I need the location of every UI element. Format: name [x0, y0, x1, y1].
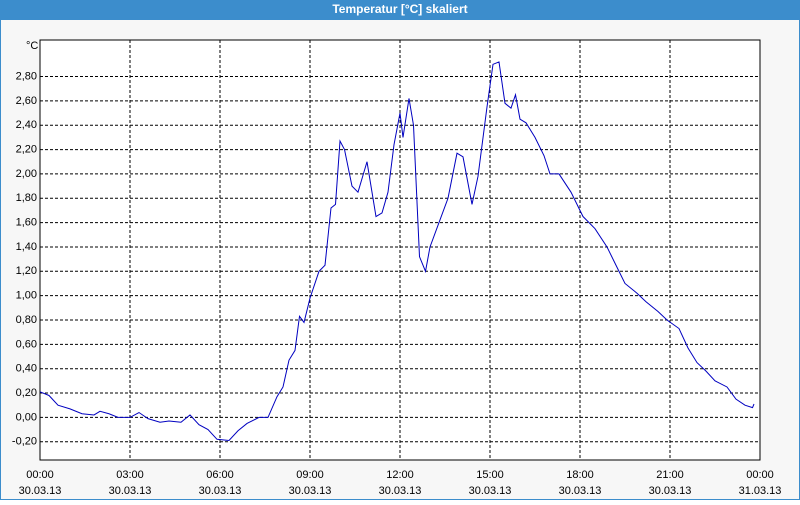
- y-tick-label: 2,60: [16, 95, 37, 107]
- x-tick-date: 30.03.13: [649, 485, 692, 497]
- y-tick-label: 0,60: [16, 338, 37, 350]
- title-bar: [0, 0, 800, 20]
- y-tick-label: 0,20: [16, 387, 37, 399]
- x-tick-label: 12:00: [386, 469, 414, 481]
- x-tick-label: 06:00: [206, 469, 234, 481]
- y-tick-label: 1,00: [16, 290, 37, 302]
- x-tick-label: 00:00: [746, 469, 774, 481]
- x-tick-label: 00:00: [26, 469, 54, 481]
- y-tick-label: 0,40: [16, 363, 37, 375]
- y-tick-label: 2,80: [16, 70, 37, 82]
- x-tick-date: 30.03.13: [469, 485, 512, 497]
- y-tick-label: -0,20: [12, 436, 37, 448]
- y-tick-label: 1,60: [16, 217, 37, 229]
- y-tick-label: 2,00: [16, 168, 37, 180]
- y-tick-label: 0,00: [16, 411, 37, 423]
- x-tick-date: 30.03.13: [289, 485, 332, 497]
- x-tick-label: 21:00: [656, 469, 684, 481]
- x-tick-date: 30.03.13: [19, 485, 62, 497]
- x-tick-date: 30.03.13: [199, 485, 242, 497]
- y-tick-label: 1,40: [16, 241, 37, 253]
- x-tick-label: 15:00: [476, 469, 504, 481]
- x-tick-date: 30.03.13: [109, 485, 152, 497]
- x-tick-date: 31.03.13: [739, 485, 782, 497]
- x-tick-date: 30.03.13: [379, 485, 422, 497]
- y-tick-label: 2,20: [16, 143, 37, 155]
- y-tick-label: 1,20: [16, 265, 37, 277]
- x-tick-label: 18:00: [566, 469, 594, 481]
- y-tick-label: 0,80: [16, 314, 37, 326]
- data-line: [39, 61, 755, 442]
- chart-title: Temperatur [°C] skaliert: [332, 2, 467, 16]
- x-tick-label: 09:00: [296, 469, 324, 481]
- y-tick-label: 2,40: [16, 119, 37, 131]
- x-tick-label: 03:00: [116, 469, 144, 481]
- x-tick-date: 30.03.13: [559, 485, 602, 497]
- y-tick-label: 1,80: [16, 192, 37, 204]
- y-unit: °C: [26, 40, 38, 52]
